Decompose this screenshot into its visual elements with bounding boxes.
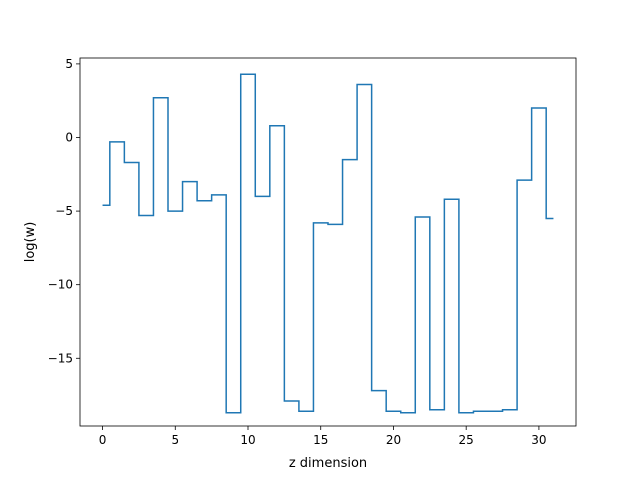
x-tick-label: 25	[459, 433, 474, 447]
x-tick-label: 15	[313, 433, 328, 447]
x-tick-label: 5	[171, 433, 179, 447]
y-tick-label: −5	[55, 204, 73, 218]
series-line	[102, 73, 554, 414]
y-axis-ticks: −15 −10 −5 0 5	[48, 57, 80, 365]
y-tick-label: −15	[48, 351, 73, 365]
y-tick-label: 5	[65, 57, 73, 71]
y-tick-label: −10	[48, 278, 73, 292]
x-tick-label: 30	[531, 433, 546, 447]
y-tick-label: 0	[65, 130, 73, 144]
series-layer	[102, 73, 554, 414]
y-axis-label: log(w)	[23, 222, 38, 263]
x-axis-ticks: 0 5 10 15 20 25 30	[99, 426, 547, 447]
x-tick-label: 10	[240, 433, 255, 447]
x-tick-label: 0	[99, 433, 107, 447]
axes-frame	[79, 57, 577, 427]
plot-area	[79, 57, 577, 427]
x-tick-label: 20	[386, 433, 401, 447]
x-axis-label: z dimension	[289, 456, 367, 471]
